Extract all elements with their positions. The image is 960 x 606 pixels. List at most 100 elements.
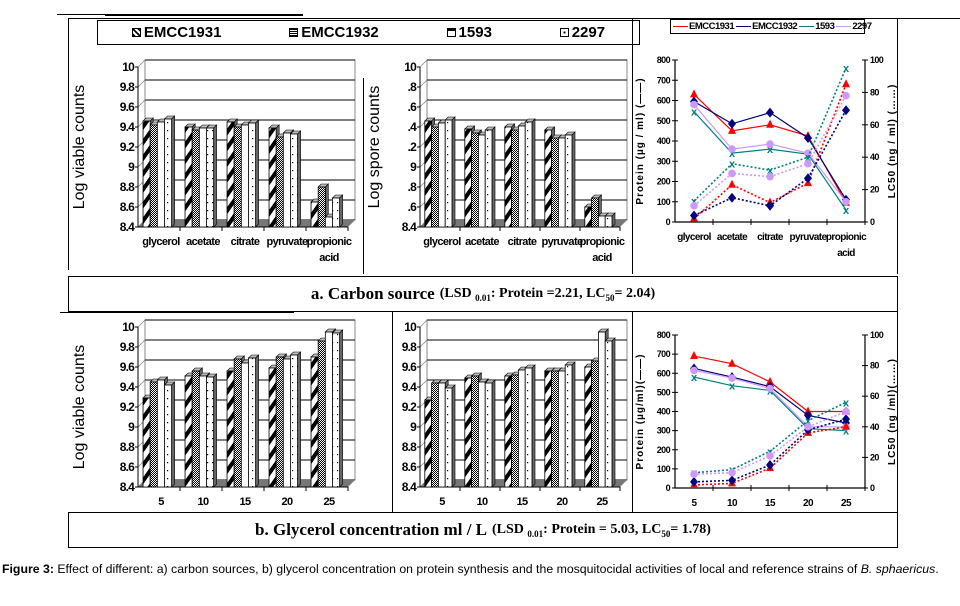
divider-right-bottom	[392, 312, 393, 512]
gridline-side	[137, 59, 146, 68]
gridline-side	[137, 359, 146, 368]
x-marker: x	[767, 144, 774, 156]
y-tick-label: 8.6	[120, 460, 135, 474]
x-tick-label: 25	[841, 498, 852, 509]
bar-emcc1931-acetate	[184, 126, 193, 228]
bar-emcc1932-glycerol	[149, 124, 158, 228]
chart-b-protein-lc50: 0 100 200 300 400 500 600 700 800 0 20 40 60 80 100 5 10…	[635, 330, 898, 509]
top-frame-line-a	[57, 14, 303, 15]
bar-1593-20	[282, 358, 291, 488]
bar-emcc1931-propionic-acid	[584, 206, 593, 228]
figure-caption-text: Effect of different: a) carbon sources, …	[53, 562, 861, 576]
y-tick-label: 9.8	[120, 340, 135, 354]
circle-marker	[842, 91, 850, 100]
y-tick-label: 9.4	[120, 380, 135, 394]
top-frame-line-c	[68, 18, 960, 19]
bar-2297-10	[484, 382, 493, 488]
diamond-marker	[804, 410, 812, 421]
y2-tick-label: 60	[870, 391, 879, 401]
x-tick-label: acid	[592, 252, 612, 264]
y-tick-label: 9.6	[120, 360, 135, 374]
diamond-marker	[766, 107, 774, 118]
circle-marker	[804, 159, 812, 168]
bar-2297-20	[564, 364, 573, 488]
bar-side	[171, 115, 175, 228]
diamond-marker	[728, 475, 736, 486]
x-tick-label: 10	[476, 496, 488, 508]
circle-marker	[804, 149, 812, 157]
triangle-marker	[728, 179, 736, 188]
caption-a-lsd: (LSD 0.01: Protein =2.21, LC50= 2.04)	[439, 285, 656, 303]
y-tick-label: 9	[128, 160, 135, 174]
y-tick-label: 8.4	[402, 220, 417, 234]
y-tick-label: .6	[408, 100, 418, 114]
bar-side	[611, 337, 616, 488]
bar-emcc1932-propionic-acid	[317, 186, 326, 228]
y-tick-label: 800	[657, 330, 671, 340]
bar-emcc1932-citrate	[233, 126, 242, 228]
bar-emcc1932-15	[233, 358, 242, 488]
y-tick-label: 9	[128, 420, 135, 434]
bar-side	[213, 124, 217, 228]
y-axis-label: Protein (µg / ml) (——)	[635, 77, 646, 204]
lc50-line-emcc1932	[693, 418, 847, 483]
chart-b-spore-counts: 8.4 8.6 8.8 9 9.2 9.4 9.6 9.8 10 5 10 15 20 25	[402, 319, 628, 508]
y-tick-label: 600	[657, 368, 671, 378]
chart-a-viable-counts: 8.4 8.6 8.8 9 9.2 9.4 9.6 9.8 10 glycerol acetate c…	[71, 59, 356, 264]
y-tick-label: 10	[404, 60, 417, 74]
y-tick-label: 200	[657, 445, 671, 455]
diamond-marker	[690, 210, 698, 221]
bar-2297-5	[444, 387, 453, 488]
bar-2297-citrate	[524, 121, 533, 228]
bar-2297-pyruvate	[564, 134, 573, 228]
y2-axis-label: LC50 (ng / ml) (……)	[887, 84, 898, 199]
y-tick-label: .4	[408, 120, 418, 134]
y-tick-label: 9.2	[120, 400, 135, 414]
bar-1593-glycerol	[156, 121, 165, 228]
bar-emcc1931-propionic-acid	[310, 201, 319, 228]
y-tick-label: 9	[410, 420, 417, 434]
diamond-marker	[804, 132, 812, 143]
bar-emcc1932-5	[431, 382, 439, 488]
lc50-line-1593	[693, 401, 847, 474]
bar-1593-25	[324, 331, 333, 488]
gridline-side	[419, 359, 428, 368]
bar-1593-acetate	[198, 127, 207, 228]
bar-emcc1931-25	[310, 356, 319, 488]
y-tick-label: .8	[408, 180, 418, 194]
y-tick-label: 9.2	[120, 140, 135, 154]
y-tick-label: 8.6	[120, 200, 135, 214]
bar-side	[339, 194, 343, 228]
x-tick-label: 15	[765, 498, 776, 509]
x-tick-label: 25	[596, 496, 608, 508]
bar-2297-propionic-acid	[604, 215, 613, 228]
gridline-side	[137, 99, 146, 108]
bar-1593-25	[597, 331, 606, 488]
circle-marker	[842, 197, 850, 206]
circle-marker	[766, 384, 774, 393]
bar-side	[491, 126, 496, 228]
bar-emcc1931-citrate	[504, 126, 513, 228]
x-marker: x	[691, 196, 698, 208]
bar-1593-15	[517, 369, 526, 488]
bar-emcc1931-citrate	[226, 121, 235, 228]
circle-marker	[766, 172, 774, 181]
circle-marker	[690, 366, 698, 375]
gridline-side	[419, 319, 428, 328]
circle-marker	[728, 145, 736, 153]
bar-emcc1932-citrate	[511, 129, 519, 228]
y-tick-label: 0	[666, 483, 671, 493]
bar-side	[339, 329, 343, 488]
y-axis-label: Protein (µg/ml)(——)	[635, 354, 646, 470]
x-marker: x	[843, 397, 850, 409]
y-tick-label: 400	[657, 407, 671, 417]
y-tick-label: 100	[657, 464, 671, 474]
circle-marker	[690, 202, 698, 210]
bar-emcc1932-5	[149, 381, 158, 488]
bar-side	[451, 384, 456, 488]
diamond-marker	[728, 192, 736, 203]
legend-item-1593: 1593	[446, 24, 492, 41]
bar-side	[491, 379, 496, 488]
bar-emcc1932-pyruvate	[275, 136, 284, 228]
y-tick-label: 9.4	[120, 120, 135, 134]
